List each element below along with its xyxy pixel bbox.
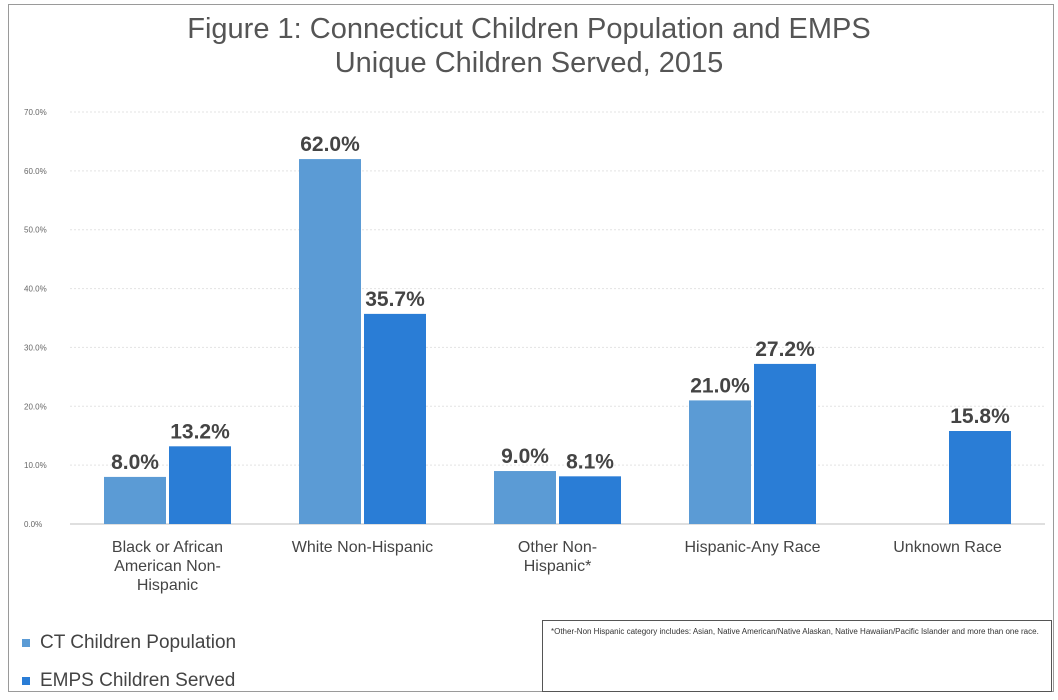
- bar: [299, 159, 361, 525]
- x-tick-label: Hispanic: [137, 577, 198, 594]
- chart-title: Figure 1: Connecticut Children Populatio…: [0, 12, 1058, 80]
- data-label: 35.7%: [365, 288, 425, 311]
- data-label: 8.1%: [566, 450, 614, 473]
- y-tick-label: 20.0%: [24, 402, 47, 411]
- data-label: 8.0%: [111, 451, 159, 474]
- x-tick-label: White Non-Hispanic: [292, 539, 433, 556]
- bar: [689, 400, 751, 524]
- bar: [754, 363, 816, 524]
- x-tick-label: Other Non-: [518, 539, 597, 556]
- y-tick-label: 10.0%: [24, 461, 47, 470]
- y-tick-label: 0.0%: [24, 520, 42, 529]
- legend-swatch-ct-population: [22, 639, 30, 647]
- bar: [364, 313, 426, 524]
- legend: CT Children Population EMPS Children Ser…: [22, 624, 236, 700]
- legend-item-emps-served: EMPS Children Served: [22, 662, 236, 700]
- footnote: *Other-Non Hispanic category includes: A…: [542, 620, 1052, 692]
- chart-frame: [8, 4, 1054, 692]
- x-tick-label: American Non-: [114, 558, 221, 575]
- y-tick-label: 30.0%: [24, 343, 47, 352]
- y-tick-label: 70.0%: [24, 108, 47, 117]
- legend-item-ct-population: CT Children Population: [22, 624, 236, 662]
- x-tick-label: Black or African: [112, 539, 223, 556]
- legend-label-ct-population: CT Children Population: [40, 632, 237, 653]
- data-label: 9.0%: [501, 445, 549, 468]
- y-tick-label: 60.0%: [24, 167, 47, 176]
- x-tick-label: Unknown Race: [893, 539, 1002, 556]
- data-label: 13.2%: [170, 420, 230, 443]
- data-label: 62.0%: [300, 133, 360, 156]
- data-label: 27.2%: [755, 338, 815, 361]
- x-tick-label: Hispanic-Any Race: [684, 539, 820, 556]
- bar: [104, 476, 166, 524]
- bar: [949, 431, 1011, 524]
- chart-title-line-1: Figure 1: Connecticut Children Populatio…: [187, 13, 871, 45]
- legend-label-emps-served: EMPS Children Served: [40, 670, 236, 691]
- x-tick-label: Hispanic*: [524, 558, 592, 575]
- y-tick-label: 50.0%: [24, 226, 47, 235]
- bar: [494, 471, 556, 524]
- chart-title-line-2: Unique Children Served, 2015: [334, 47, 724, 79]
- bar: [169, 446, 231, 524]
- legend-swatch-emps-served: [22, 677, 30, 685]
- y-tick-label: 40.0%: [24, 285, 47, 294]
- bar: [559, 476, 621, 524]
- data-label: 15.8%: [950, 405, 1010, 428]
- data-label: 21.0%: [690, 374, 750, 397]
